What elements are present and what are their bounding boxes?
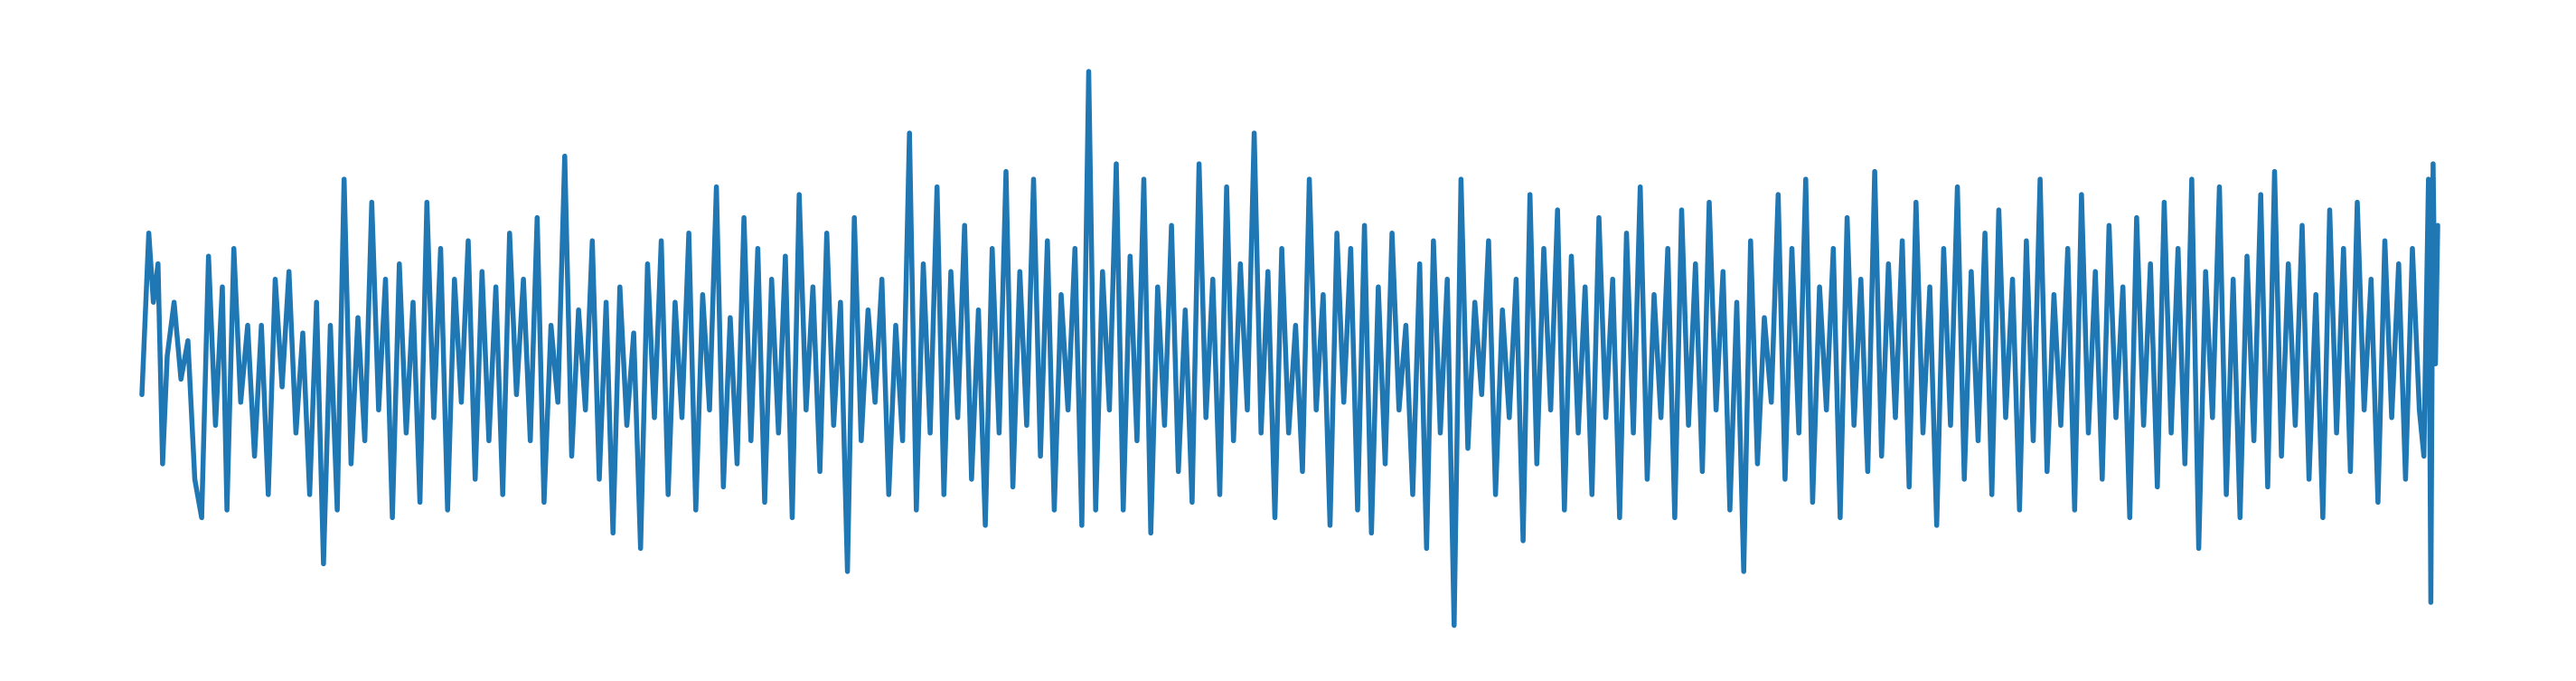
series-line-1	[139, 69, 2440, 629]
plot-area	[139, 69, 2440, 629]
